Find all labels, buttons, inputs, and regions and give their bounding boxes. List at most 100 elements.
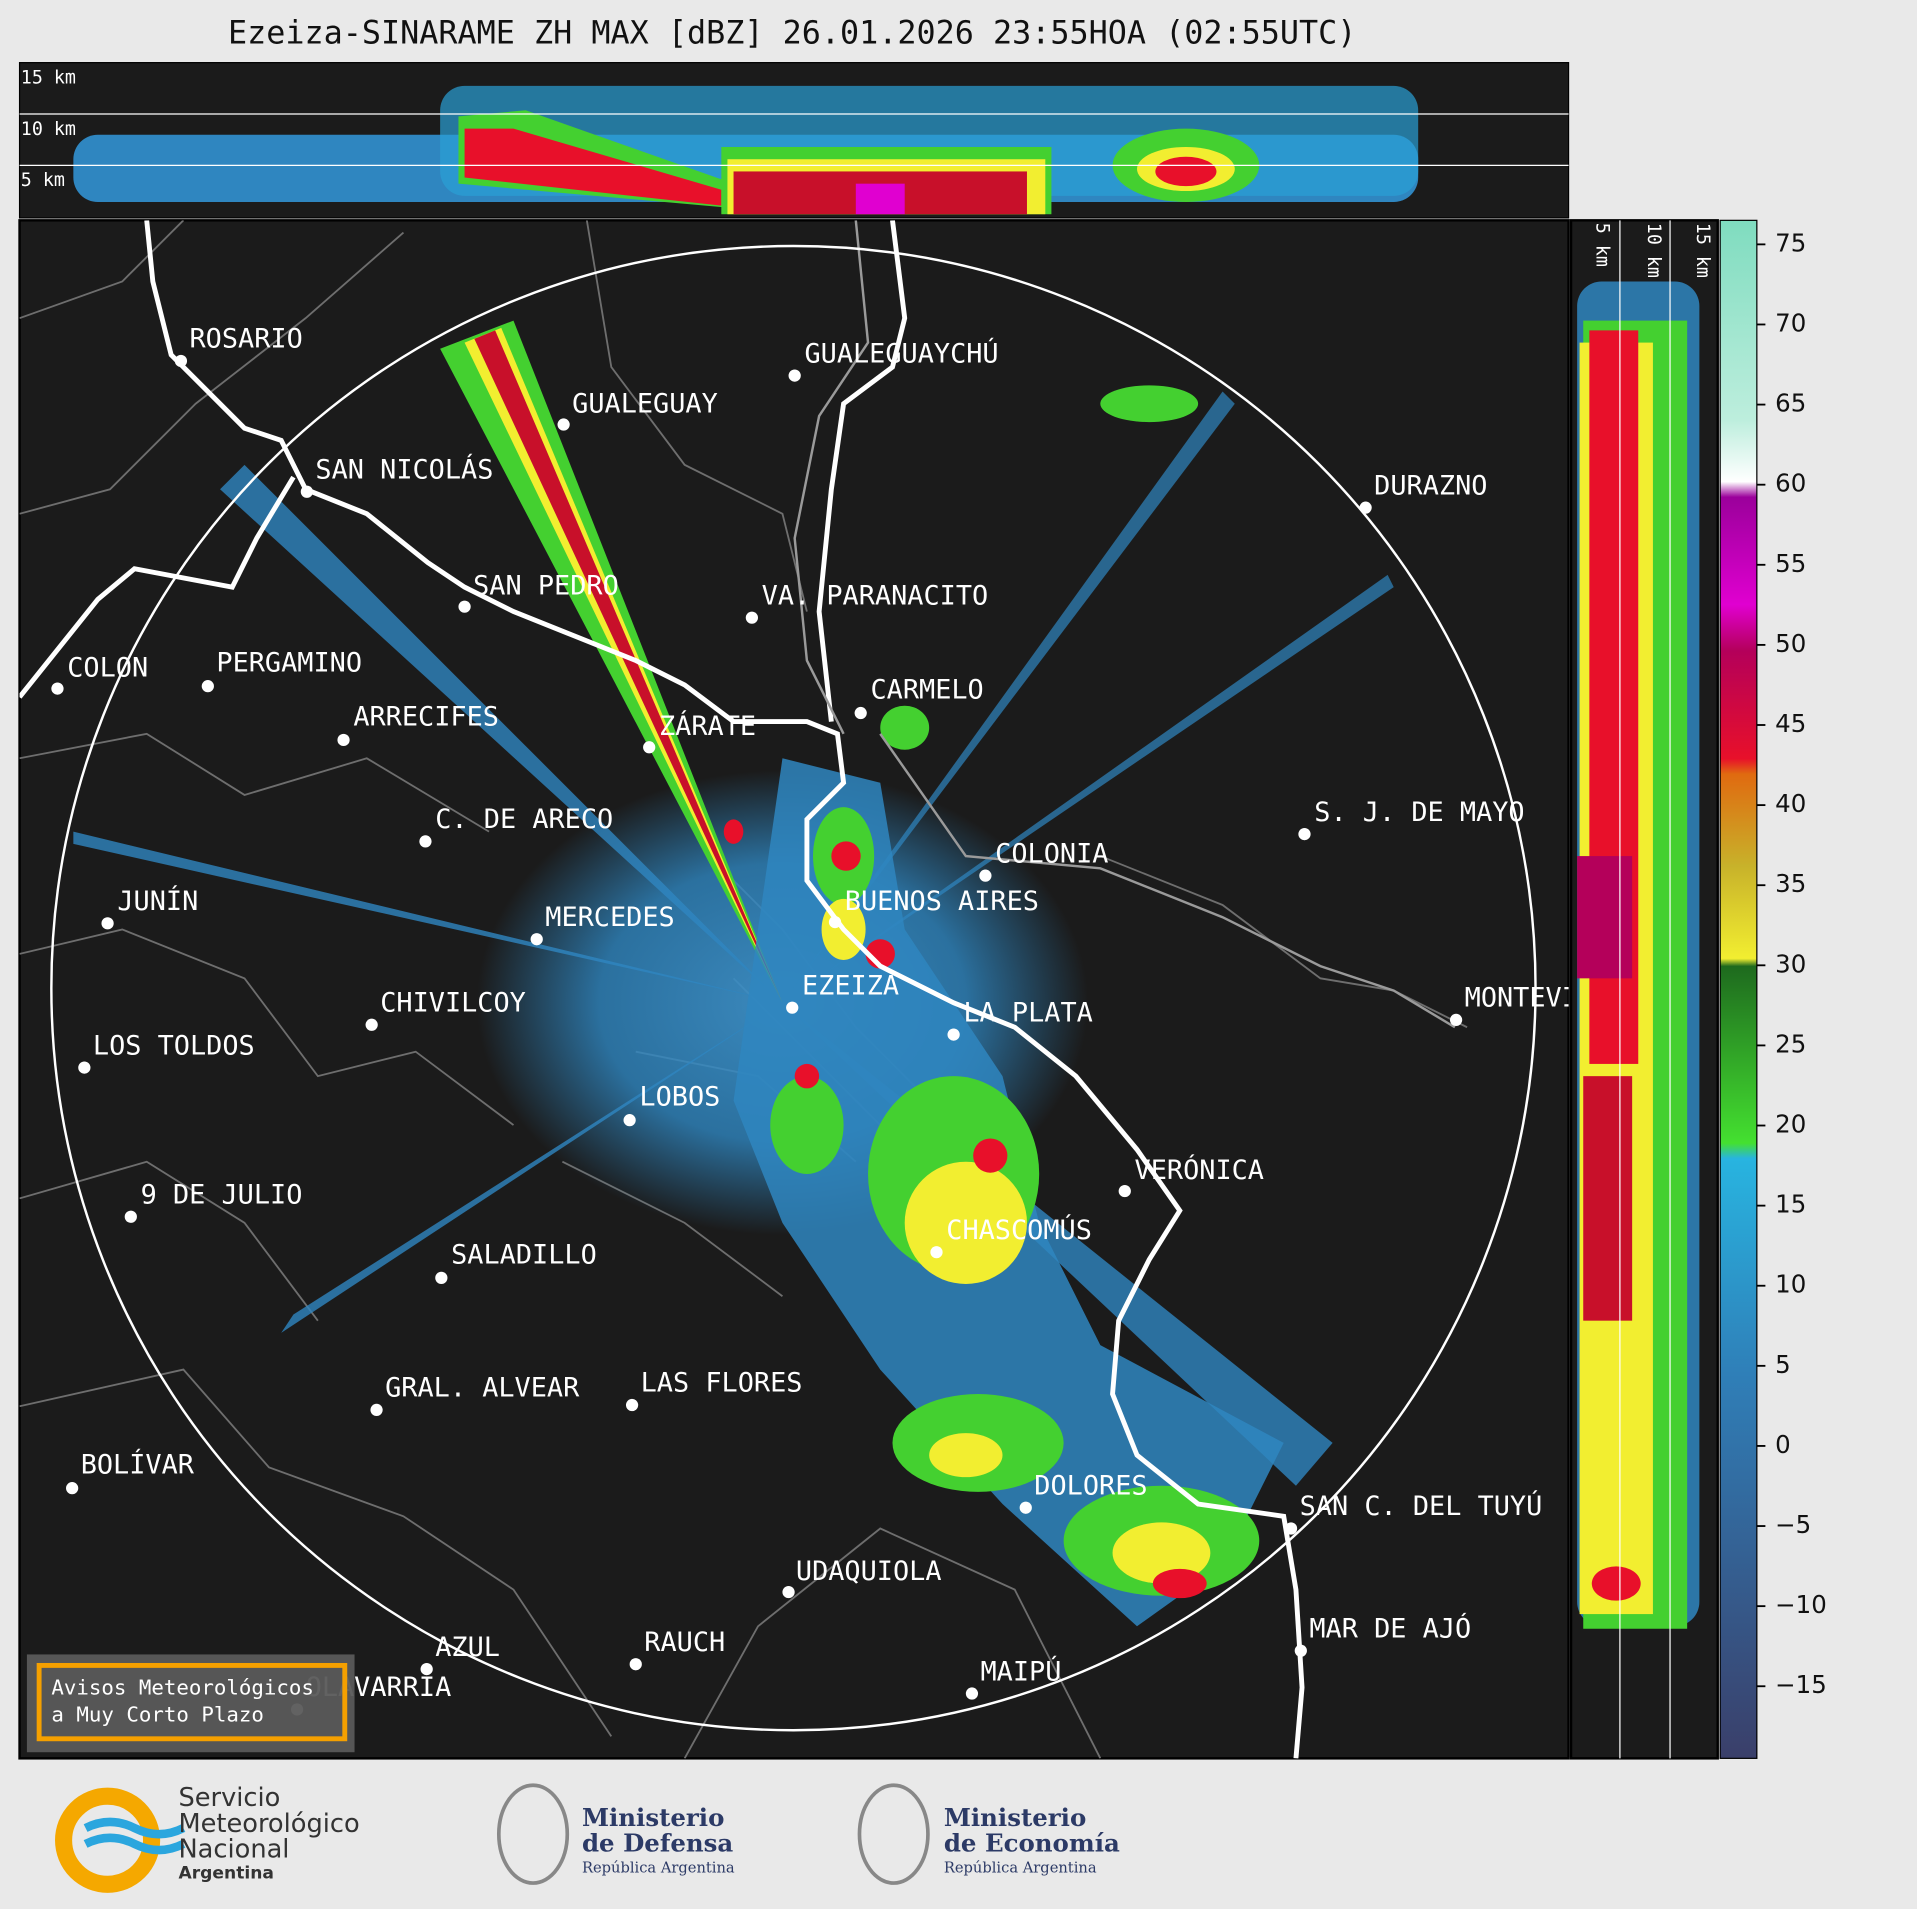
warning-text: a Muy Corto Plazo — [51, 1703, 264, 1727]
logo-text: Nacional — [178, 1835, 289, 1865]
colorbar-tick-label: −5 — [1775, 1510, 1811, 1539]
city-label: JUNÍN — [117, 885, 198, 917]
range-ring — [50, 244, 1537, 1732]
city-label: AZUL — [435, 1632, 500, 1663]
city-dot — [1284, 1522, 1298, 1535]
city-label: MAIPÚ — [981, 1655, 1062, 1687]
city-label: SAN C. DEL TUYÚ — [1300, 1490, 1543, 1522]
city-label: ROSARIO — [189, 324, 302, 355]
colorbar-tick-label: 25 — [1775, 1029, 1806, 1058]
colorbar-tick-label: 30 — [1775, 949, 1806, 978]
city-label: LOS TOLDOS — [93, 1030, 255, 1061]
city-label: SAN NICOLÁS — [315, 453, 493, 485]
city-label: VERÓNICA — [1135, 1154, 1264, 1186]
city-label: GUALEGUAYCHÚ — [804, 337, 998, 369]
colorbar-tick-label: 15 — [1775, 1190, 1806, 1219]
colorbar-tick-label: −15 — [1775, 1670, 1827, 1699]
city-label: MERCEDES — [545, 902, 674, 933]
city-dot — [979, 869, 992, 882]
city-dot — [854, 706, 867, 720]
city-dot — [435, 1271, 448, 1284]
colorbar — [1719, 219, 1758, 1759]
city-label: LOBOS — [639, 1082, 720, 1113]
logo-text: República Argentina — [944, 1859, 1097, 1876]
colorbar-tick-label: 50 — [1775, 629, 1806, 658]
city-label: COLONIA — [995, 838, 1108, 869]
city-label: BUENOS AIRES — [845, 886, 1039, 917]
colorbar-tick-label: −10 — [1775, 1590, 1827, 1619]
top-profile-echo — [73, 85, 1419, 215]
city-label: 9 DE JULIO — [141, 1179, 303, 1210]
logo-text: Ministerio — [582, 1803, 724, 1832]
warning-box[interactable] — [26, 1654, 355, 1753]
city-label: BOLÍVAR — [81, 1449, 195, 1481]
city-label: UDAQUIOLA — [796, 1556, 942, 1587]
city-dot — [782, 1585, 795, 1599]
shield — [496, 1783, 570, 1885]
city-dot — [370, 1403, 383, 1417]
city-label: VA. PARANACITO — [762, 580, 989, 611]
city-dot — [643, 741, 656, 754]
height-label: 5 km — [1592, 223, 1613, 267]
colorbar-tick-label: 45 — [1775, 709, 1806, 738]
logo-text: de Economía — [944, 1829, 1120, 1858]
city-dot — [930, 1246, 943, 1259]
city-dot — [745, 611, 758, 624]
city-dot — [337, 733, 350, 747]
city-dot — [1298, 827, 1311, 841]
height-label: 15 km — [21, 68, 76, 89]
city-label: SAN PEDRO — [473, 571, 619, 602]
title: Ezeiza-SINARAME ZH MAX [dBZ] 26.01.2026 … — [228, 16, 1356, 52]
colorbar-tick-label: 5 — [1775, 1350, 1791, 1379]
colorbar-tick-label: 10 — [1775, 1270, 1806, 1299]
city-dot — [174, 354, 188, 368]
colorbar-tick-label: 65 — [1775, 389, 1806, 418]
colorbar-tick-label: 55 — [1775, 549, 1806, 578]
city-dot — [530, 933, 543, 946]
height-label: 5 km — [21, 170, 65, 191]
city-dot — [458, 600, 471, 613]
colorbar-tick-label: 75 — [1775, 228, 1806, 257]
city-label: S. J. DE MAYO — [1314, 797, 1524, 828]
city-label: DOLORES — [1034, 1470, 1147, 1501]
logo-text: Argentina — [178, 1863, 273, 1883]
city-label: MAR DE AJÓ — [1309, 1612, 1471, 1644]
city-dot — [66, 1482, 79, 1495]
city-dot — [124, 1210, 137, 1223]
logo-text: Ministerio — [944, 1803, 1086, 1832]
city-label: DURAZNO — [1374, 470, 1487, 501]
cities: ROSARIO GUALEGUAYCHÚ GUALEGUAY SAN NICOLÁS D… — [51, 324, 1627, 1716]
city-label: GUALEGUAY — [572, 388, 718, 419]
city-dot — [419, 835, 432, 848]
city-label: GRAL. ALVEAR — [385, 1373, 580, 1404]
city-dot — [365, 1018, 378, 1031]
city-dot — [828, 915, 842, 929]
city-label: ARRECIFES — [353, 701, 499, 732]
smn-logo — [55, 1787, 161, 1893]
logo-text: Meteorológico — [178, 1809, 359, 1839]
right-profile-echo — [1577, 281, 1700, 1629]
city-dot — [300, 485, 313, 498]
colorbar-tick-label: 20 — [1775, 1110, 1806, 1139]
height-label: 15 km — [1692, 223, 1713, 278]
city-dot — [947, 1028, 960, 1041]
city-label: RAUCH — [644, 1627, 725, 1658]
logo-text: de Defensa — [582, 1829, 733, 1858]
warning-text: Avisos Meteorológicos — [51, 1676, 314, 1700]
city-label: CHIVILCOY — [380, 988, 526, 1019]
city-dot — [78, 1061, 91, 1074]
city-dot — [1294, 1644, 1307, 1657]
city-dot — [101, 917, 114, 930]
city-label: EZEIZA — [802, 970, 899, 1001]
warning-border — [36, 1662, 348, 1742]
city-label: LAS FLORES — [641, 1368, 803, 1399]
map-content: ROSARIO GUALEGUAYCHÚ GUALEGUAY SAN NICOLÁS D… — [19, 220, 1627, 1759]
city-label: MONTEVIDEO — [1465, 983, 1627, 1014]
shield — [857, 1783, 930, 1885]
colorbar-tick-label: 70 — [1775, 308, 1806, 337]
city-dot — [1019, 1501, 1032, 1514]
city-dot — [1449, 1013, 1463, 1027]
